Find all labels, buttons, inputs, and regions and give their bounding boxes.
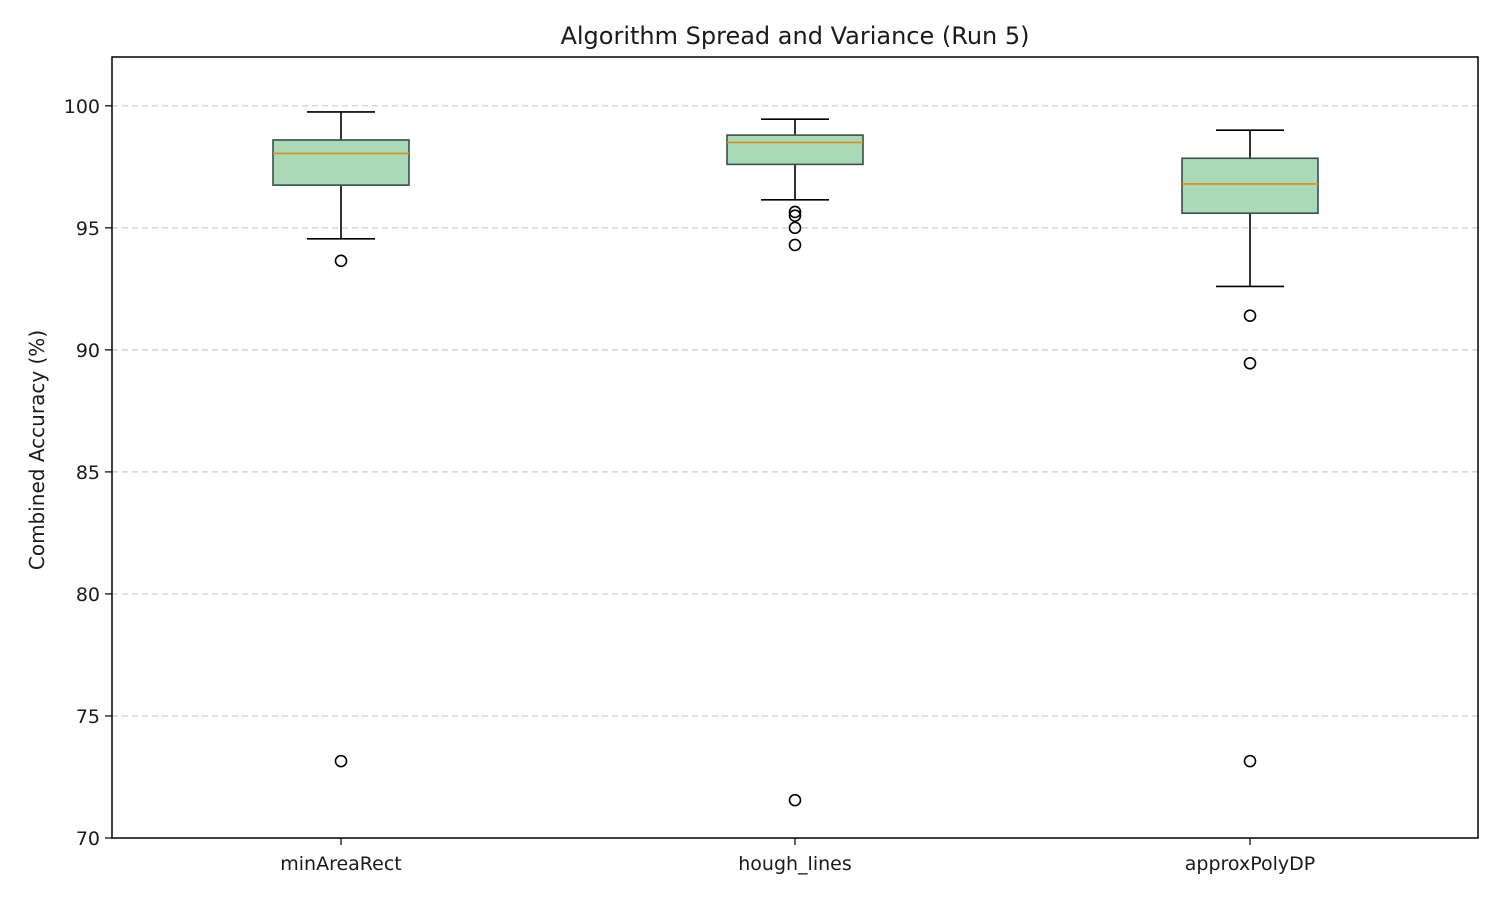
iqr-box [726, 134, 864, 166]
outlier-point [334, 754, 348, 768]
grid-lines [112, 105, 1478, 717]
x-tick-label: minAreaRect [280, 853, 402, 875]
axes: 70 75 80 85 90 95 100 minAreaRect hough_lines app… [64, 96, 1316, 875]
outlier-point [1243, 309, 1257, 323]
iqr-box [272, 139, 410, 186]
outlier-point [788, 209, 802, 222]
y-tick-label: 100 [64, 96, 100, 118]
box-group-approxPolyDP [1181, 129, 1319, 768]
outlier-point [788, 793, 802, 807]
outlier-point [788, 238, 802, 252]
y-tick-label: 80 [76, 584, 100, 606]
y-tick-label: 95 [76, 218, 100, 240]
outlier-point [788, 205, 802, 219]
y-tick-label: 90 [76, 340, 100, 362]
x-tick-label: hough_lines [738, 853, 852, 875]
box-group-minAreaRect [272, 111, 410, 768]
chart-title: Algorithm Spread and Variance (Run 5) [560, 22, 1029, 50]
plot-area [272, 111, 1319, 807]
y-tick-label: 70 [76, 828, 100, 850]
y-tick-label: 85 [76, 462, 100, 484]
outlier-point [788, 221, 802, 235]
outlier-point [1243, 754, 1257, 768]
x-tick-label: approxPolyDP [1185, 853, 1315, 875]
outlier-point [1243, 356, 1257, 370]
iqr-box [1181, 157, 1319, 214]
outlier-point [334, 254, 348, 268]
y-tick-label: 75 [76, 706, 100, 728]
y-axis-label: Combined Accuracy (%) [25, 330, 49, 570]
box-group-hough_lines [726, 118, 864, 807]
